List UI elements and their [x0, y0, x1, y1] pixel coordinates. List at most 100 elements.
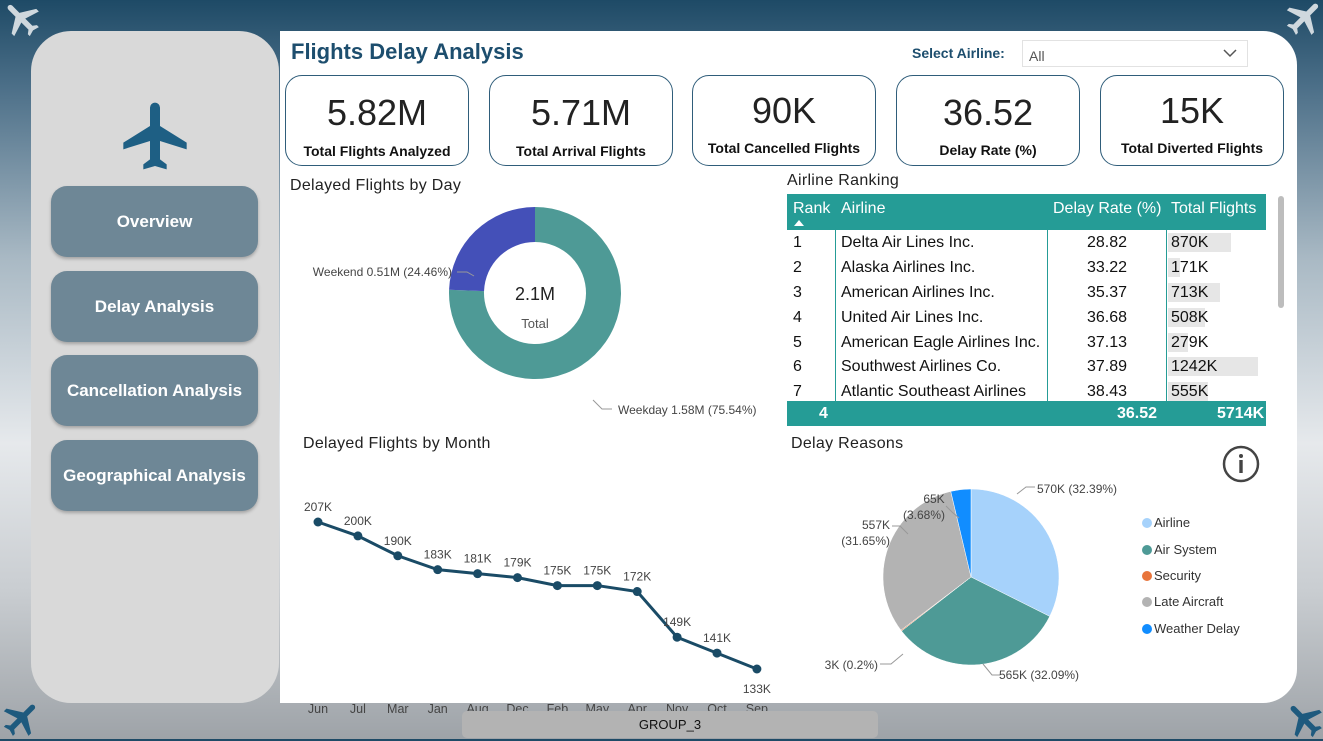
cell-total-flights: 171K: [1171, 259, 1209, 276]
table-header: Rank Airline Delay Rate (%) Total Flight…: [787, 194, 1266, 230]
flights-data-bar: [1168, 283, 1220, 302]
month-data-point[interactable]: [552, 581, 562, 591]
month-data-point[interactable]: [473, 569, 483, 579]
plane-icon: [7, 4, 39, 37]
kpi-card-delay-rate: 36.52 Delay Rate (%): [896, 75, 1080, 166]
kpi-label: Total Cancelled Flights: [707, 140, 861, 156]
cell-delay-rate: 38.43: [1087, 383, 1128, 400]
ranking-title: Airline Ranking: [787, 172, 900, 189]
kpi-card-cancelled-flights: 90K Total Cancelled Flights: [692, 75, 876, 166]
plane-icon: [1290, 705, 1322, 738]
nav-cancellation-analysis-button[interactable]: Cancellation Analysis: [51, 355, 258, 426]
legend-item-late-aircraft[interactable]: Late Aircraft: [1142, 594, 1224, 609]
kpi-value: 5.82M: [326, 92, 428, 133]
month-data-label: 149K: [663, 615, 691, 629]
month-tick-label: Mar: [387, 702, 409, 716]
table-row[interactable]: 7 Atlantic Southeast Airlines 38.43 555K: [787, 379, 1266, 404]
column-header-airline[interactable]: Airline: [841, 200, 886, 217]
kpi-value: 15K: [1159, 90, 1225, 131]
pie-label-weather-pct: (3.68%): [903, 508, 945, 522]
legend-label: Airline: [1154, 515, 1191, 530]
column-header-delay-rate[interactable]: Delay Rate (%): [1053, 200, 1162, 217]
month-chart-title: Delayed Flights by Month: [303, 435, 491, 452]
month-data-point[interactable]: [393, 551, 403, 561]
month-data-label: 133K: [743, 682, 771, 696]
airline-select[interactable]: All: [1022, 40, 1248, 67]
total-flights: 5714K: [1217, 405, 1265, 422]
month-data-point[interactable]: [313, 517, 323, 527]
month-data-point[interactable]: [353, 531, 363, 541]
month-data-point[interactable]: [433, 565, 443, 575]
legend-label: Late Aircraft: [1154, 594, 1224, 609]
cell-delay-rate: 28.82: [1087, 234, 1128, 251]
month-data-label: 179K: [503, 556, 531, 570]
cell-total-flights: 870K: [1171, 234, 1209, 251]
month-data-point[interactable]: [712, 648, 722, 658]
legend-swatch: [1142, 571, 1152, 581]
airplane-logo-icon: [123, 102, 187, 170]
cell-total-flights: 713K: [1171, 284, 1209, 301]
column-divider: [835, 230, 836, 401]
table-row[interactable]: 1 Delta Air Lines Inc. 28.82 870K: [787, 230, 1266, 255]
sidebar: Overview Delay Analysis Cancellation Ana…: [31, 31, 279, 703]
column-header-total-flights[interactable]: Total Flights: [1171, 200, 1257, 217]
chevron-down-icon: [1223, 49, 1237, 58]
month-data-point[interactable]: [632, 587, 642, 597]
kpi-value: 90K: [751, 90, 817, 131]
pie-label-airline: 570K (32.39%): [1037, 482, 1117, 496]
page-title: Flights Delay Analysis: [291, 39, 524, 64]
leader-line: [592, 399, 612, 410]
day-chart-title: Delayed Flights by Day: [290, 177, 462, 194]
nav-delay-analysis-button[interactable]: Delay Analysis: [51, 271, 258, 342]
legend-label: Security: [1154, 568, 1201, 583]
table-row[interactable]: 5 American Eagle Airlines Inc. 37.13 279…: [787, 330, 1266, 355]
month-data-point[interactable]: [513, 573, 522, 583]
table-row[interactable]: 4 United Air Lines Inc. 36.68 508K: [787, 305, 1266, 330]
cell-delay-rate: 37.89: [1087, 358, 1128, 375]
donut-center-label: Total: [521, 316, 549, 331]
month-data-point[interactable]: [592, 581, 602, 591]
month-data-point[interactable]: [752, 664, 762, 674]
column-divider: [1047, 230, 1048, 401]
airline-ranking-table: Rank Airline Delay Rate (%) Total Flight…: [787, 194, 1266, 426]
pie-slice-airline[interactable]: [970, 488, 1060, 617]
donut-slice-weekend[interactable]: [449, 207, 535, 292]
pie-slice-late-aircraft[interactable]: [882, 491, 972, 631]
table-row[interactable]: 3 American Airlines Inc. 35.37 713K: [787, 280, 1266, 305]
kpi-value: 5.71M: [530, 92, 632, 133]
airline-select-value: All: [1029, 48, 1045, 64]
legend-label: Weather Delay: [1154, 621, 1240, 636]
legend-swatch: [1142, 545, 1152, 555]
cell-rank: 7: [793, 383, 802, 400]
month-series-line: [317, 520, 758, 671]
table-total-row: 4 36.52 5714K: [787, 401, 1266, 426]
donut-slice-weekday[interactable]: [449, 207, 621, 379]
nav-overview-button[interactable]: Overview: [51, 186, 258, 257]
cell-rank: 1: [793, 234, 802, 251]
table-row[interactable]: 2 Alaska Airlines Inc. 33.22 171K: [787, 255, 1266, 280]
pie-slice-weather-delay[interactable]: [950, 488, 972, 578]
cell-delay-rate: 33.22: [1087, 259, 1128, 276]
table-scrollbar[interactable]: [1278, 196, 1284, 308]
legend-label: Air System: [1154, 542, 1217, 557]
cell-total-flights: 1242K: [1171, 358, 1218, 375]
legend-item-airline[interactable]: Airline: [1142, 515, 1191, 530]
nav-geographical-analysis-button[interactable]: Geographical Analysis: [51, 440, 258, 511]
legend-item-weather-delay[interactable]: Weather Delay: [1142, 621, 1240, 636]
legend-item-air-system[interactable]: Air System: [1142, 542, 1217, 557]
cell-rank: 3: [793, 284, 802, 301]
pie-slice-air-system[interactable]: [901, 576, 1051, 666]
kpi-label: Total Diverted Flights: [1120, 140, 1264, 156]
month-line-chart: 207KJun200KJul190KMar183KJan181KAug179KD…: [304, 500, 771, 716]
table-row[interactable]: 6 Southwest Airlines Co. 37.89 1242K: [787, 354, 1266, 379]
cell-total-flights: 279K: [1171, 334, 1209, 351]
cell-airline: Southwest Airlines Co.: [841, 358, 1002, 375]
leader-line: [457, 271, 475, 277]
legend-item-security[interactable]: Security: [1142, 568, 1201, 583]
month-data-point[interactable]: [672, 632, 682, 642]
flights-data-bar: [1168, 333, 1188, 352]
legend-swatch: [1142, 518, 1152, 528]
info-icon[interactable]: [1222, 445, 1260, 483]
donut-label-weekday: Weekday 1.58M (75.54%): [618, 403, 757, 417]
column-header-rank[interactable]: Rank: [793, 200, 831, 217]
